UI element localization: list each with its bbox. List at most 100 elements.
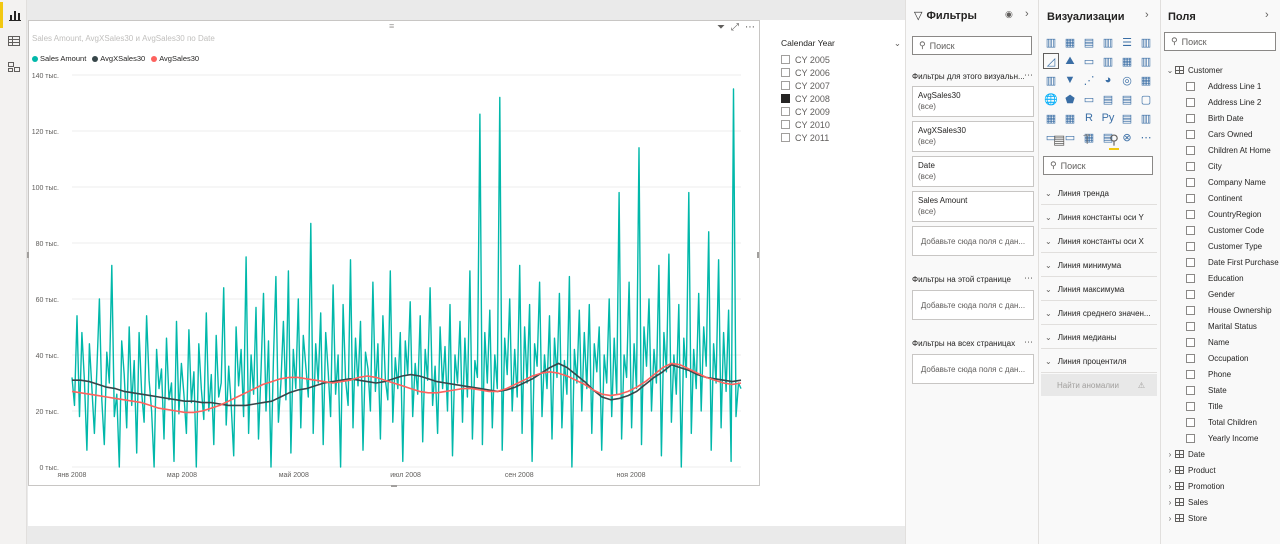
field-item[interactable]: Address Line 2: [1186, 94, 1261, 110]
fields-tab-icon[interactable]: ▤: [1053, 132, 1066, 147]
checkbox[interactable]: [1186, 161, 1195, 171]
collapse-chevron-icon[interactable]: ›: [1025, 8, 1029, 20]
checkbox[interactable]: [1186, 145, 1195, 155]
analytics-line-item[interactable]: ⌄ Линия минимума: [1041, 255, 1157, 277]
visual-type-icon[interactable]: ▭: [1083, 55, 1095, 68]
visual-type-icon[interactable]: ▦: [1045, 112, 1057, 125]
legend-item-avgsales30[interactable]: AvgSales30: [151, 54, 199, 63]
fields-search-input[interactable]: ⚲ Поиск: [1164, 32, 1276, 51]
visual-type-icon[interactable]: ⋰: [1083, 74, 1095, 87]
all-pages-filter-dropzone[interactable]: Добавьте сюда поля с дан...: [912, 354, 1034, 384]
eye-icon[interactable]: ◉: [1005, 9, 1013, 19]
checkbox[interactable]: [781, 133, 790, 142]
field-item[interactable]: State: [1186, 382, 1227, 398]
field-item[interactable]: Education: [1186, 270, 1244, 286]
field-item[interactable]: Phone: [1186, 366, 1231, 382]
field-item[interactable]: CountryRegion: [1186, 206, 1261, 222]
checkbox[interactable]: [1186, 273, 1195, 283]
filter-card-avgsales30[interactable]: AvgSales30 (все): [912, 86, 1034, 117]
visual-type-icon[interactable]: ▥: [1045, 74, 1057, 87]
visualizations-search-input[interactable]: ⚲ Поиск: [1043, 156, 1153, 175]
chevron-right-icon[interactable]: ›: [1168, 497, 1172, 507]
field-item[interactable]: Name: [1186, 334, 1229, 350]
visual-type-icon[interactable]: ▥: [1140, 112, 1152, 125]
field-item[interactable]: Company Name: [1186, 174, 1266, 190]
analytics-line-item[interactable]: ⌄ Линия процентиля: [1041, 351, 1157, 373]
checkbox[interactable]: [1186, 257, 1195, 267]
visual-filter-dropzone[interactable]: Добавьте сюда поля с дан...: [912, 226, 1034, 256]
table-item[interactable]: › Promotion: [1165, 478, 1225, 494]
visual-type-icon[interactable]: ▦: [1083, 131, 1095, 144]
visual-type-icon[interactable]: ▭: [1064, 131, 1076, 144]
checkbox[interactable]: [1186, 321, 1195, 331]
visual-type-icon[interactable]: ▥: [1140, 55, 1152, 68]
slicer-item[interactable]: CY 2011: [781, 131, 901, 144]
field-item[interactable]: Birth Date: [1186, 110, 1244, 126]
field-item[interactable]: City: [1186, 158, 1222, 174]
field-item[interactable]: Gender: [1186, 286, 1235, 302]
collapse-chevron-icon[interactable]: ›: [1265, 9, 1269, 21]
field-item[interactable]: Cars Owned: [1186, 126, 1252, 142]
checkbox[interactable]: [1186, 305, 1195, 315]
resize-handle-bottom[interactable]: [391, 485, 397, 487]
visual-type-icon[interactable]: ▤: [1083, 36, 1095, 49]
checkbox[interactable]: [1186, 113, 1195, 123]
checkbox[interactable]: [1186, 353, 1195, 363]
more-options-icon[interactable]: ⋯: [1024, 273, 1033, 283]
visual-type-icon[interactable]: ☰: [1122, 36, 1132, 49]
visual-type-icon[interactable]: ▦: [1121, 55, 1133, 68]
checkbox[interactable]: [1186, 241, 1195, 251]
visual-type-icon[interactable]: ⬟: [1065, 93, 1075, 106]
slicer-item[interactable]: CY 2005: [781, 53, 901, 66]
chevron-right-icon[interactable]: ›: [1168, 513, 1172, 523]
more-options-icon[interactable]: ⋯: [745, 22, 755, 33]
visual-type-icon[interactable]: ▦: [1064, 112, 1076, 125]
page-filter-dropzone[interactable]: Добавьте сюда поля с дан...: [912, 290, 1034, 320]
checkbox[interactable]: [781, 107, 790, 116]
table-customer[interactable]: ⌄ Customer: [1166, 65, 1223, 75]
filter-card-date[interactable]: Date (все): [912, 156, 1034, 187]
visual-type-icon[interactable]: ▢: [1140, 93, 1152, 106]
checkbox[interactable]: [781, 68, 790, 77]
visual-type-icon[interactable]: ▭: [1045, 131, 1057, 144]
analytics-line-item[interactable]: ⌄ Линия медианы: [1041, 327, 1157, 349]
chevron-right-icon[interactable]: ›: [1168, 449, 1172, 459]
visual-type-icon[interactable]: R: [1085, 112, 1093, 124]
field-item[interactable]: Customer Code: [1186, 222, 1264, 238]
resize-handle-right[interactable]: [757, 252, 759, 258]
visual-type-icon[interactable]: ▥: [1140, 36, 1152, 49]
checkbox[interactable]: [1186, 417, 1195, 427]
visual-type-icon[interactable]: ▼: [1064, 74, 1076, 86]
visual-type-icon[interactable]: Py: [1101, 112, 1115, 124]
checkbox[interactable]: [1186, 385, 1195, 395]
legend-item-avgxsales30[interactable]: AvgXSales30: [92, 54, 145, 63]
field-item[interactable]: Continent: [1186, 190, 1242, 206]
visual-type-icon[interactable]: ◕: [1104, 74, 1112, 86]
field-item[interactable]: Title: [1186, 398, 1223, 414]
checkbox[interactable]: [1186, 81, 1195, 91]
table-item[interactable]: › Product: [1165, 462, 1216, 478]
visual-type-icon[interactable]: ▥: [1102, 55, 1114, 68]
slicer-item[interactable]: CY 2008: [781, 92, 901, 105]
drag-grip-icon[interactable]: ≡: [389, 21, 394, 31]
report-view-button[interactable]: [0, 2, 27, 28]
analytics-magnifier-icon[interactable]: ⚲: [1109, 132, 1119, 150]
filter-card-avgxsales30[interactable]: AvgXSales30 (все): [912, 121, 1034, 152]
visual-type-icon[interactable]: ▦: [1140, 74, 1152, 87]
slicer-item[interactable]: CY 2007: [781, 79, 901, 92]
visual-type-icon[interactable]: ▤: [1121, 93, 1133, 106]
more-options-icon[interactable]: ⋯: [1024, 337, 1033, 347]
slicer-item[interactable]: CY 2006: [781, 66, 901, 79]
visual-type-icon[interactable]: ▤: [1102, 131, 1114, 144]
filters-search-input[interactable]: ⚲ Поиск: [912, 36, 1032, 55]
legend-item-sales-amount[interactable]: Sales Amount: [32, 54, 86, 63]
series-line-avgxsales30[interactable]: [72, 362, 742, 407]
slicer-item[interactable]: CY 2009: [781, 105, 901, 118]
checkbox[interactable]: [1186, 129, 1195, 139]
checkbox[interactable]: [1186, 209, 1195, 219]
visual-type-icon[interactable]: ▭: [1083, 93, 1095, 106]
visual-type-icon[interactable]: ▥: [1102, 36, 1114, 49]
visual-type-icon[interactable]: ⛰: [1065, 54, 1075, 67]
checkbox[interactable]: [781, 94, 790, 103]
analytics-line-item[interactable]: ⌄ Линия константы оси X: [1041, 231, 1157, 253]
